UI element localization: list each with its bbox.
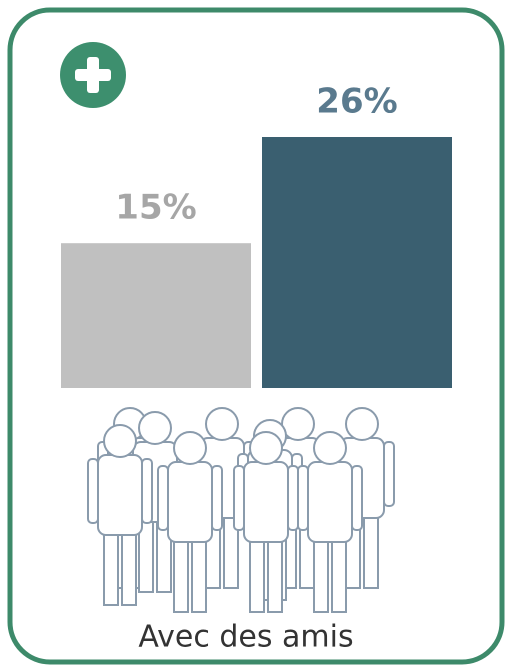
arm (141, 458, 153, 524)
head (138, 411, 172, 445)
head (313, 431, 347, 465)
person (297, 431, 363, 613)
people-icon (87, 407, 395, 613)
plus-icon (60, 42, 126, 108)
bar (262, 137, 452, 388)
arm (233, 465, 245, 531)
body (243, 461, 289, 543)
arm (383, 441, 395, 507)
arm (87, 458, 99, 524)
caption: Avec des amis (138, 620, 353, 655)
bar (61, 243, 251, 388)
body (97, 454, 143, 536)
arm (157, 465, 169, 531)
person (233, 431, 299, 613)
body (167, 461, 213, 543)
head (205, 407, 239, 441)
value-label: 15% (115, 188, 196, 228)
arm (351, 465, 363, 531)
arm (211, 465, 223, 531)
person (157, 431, 223, 613)
head (249, 431, 283, 465)
value-label: 26% (316, 82, 397, 122)
arm (297, 465, 309, 531)
head (173, 431, 207, 465)
person (87, 424, 153, 606)
body (307, 461, 353, 543)
head (103, 424, 137, 458)
arm (287, 465, 299, 531)
head (345, 407, 379, 441)
